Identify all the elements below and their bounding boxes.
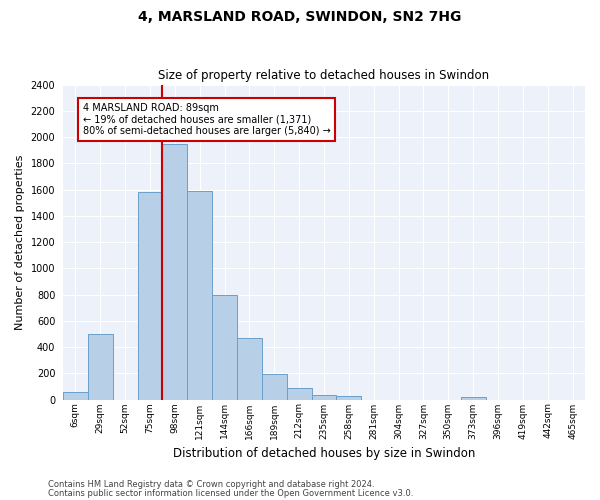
Bar xyxy=(337,396,361,400)
Title: Size of property relative to detached houses in Swindon: Size of property relative to detached ho… xyxy=(158,69,490,82)
Bar xyxy=(212,294,237,400)
Text: 4, MARSLAND ROAD, SWINDON, SN2 7HG: 4, MARSLAND ROAD, SWINDON, SN2 7HG xyxy=(139,10,461,24)
Bar xyxy=(461,397,485,400)
X-axis label: Distribution of detached houses by size in Swindon: Distribution of detached houses by size … xyxy=(173,447,475,460)
Bar xyxy=(187,191,212,400)
Text: 4 MARSLAND ROAD: 89sqm
← 19% of detached houses are smaller (1,371)
80% of semi-: 4 MARSLAND ROAD: 89sqm ← 19% of detached… xyxy=(83,103,331,136)
Bar xyxy=(63,392,88,400)
Bar xyxy=(262,374,287,400)
Bar xyxy=(137,192,163,400)
Text: Contains public sector information licensed under the Open Government Licence v3: Contains public sector information licen… xyxy=(48,488,413,498)
Y-axis label: Number of detached properties: Number of detached properties xyxy=(15,154,25,330)
Bar xyxy=(88,334,113,400)
Text: Contains HM Land Registry data © Crown copyright and database right 2024.: Contains HM Land Registry data © Crown c… xyxy=(48,480,374,489)
Bar xyxy=(311,395,337,400)
Bar xyxy=(163,144,187,400)
Bar xyxy=(237,338,262,400)
Bar xyxy=(287,388,311,400)
